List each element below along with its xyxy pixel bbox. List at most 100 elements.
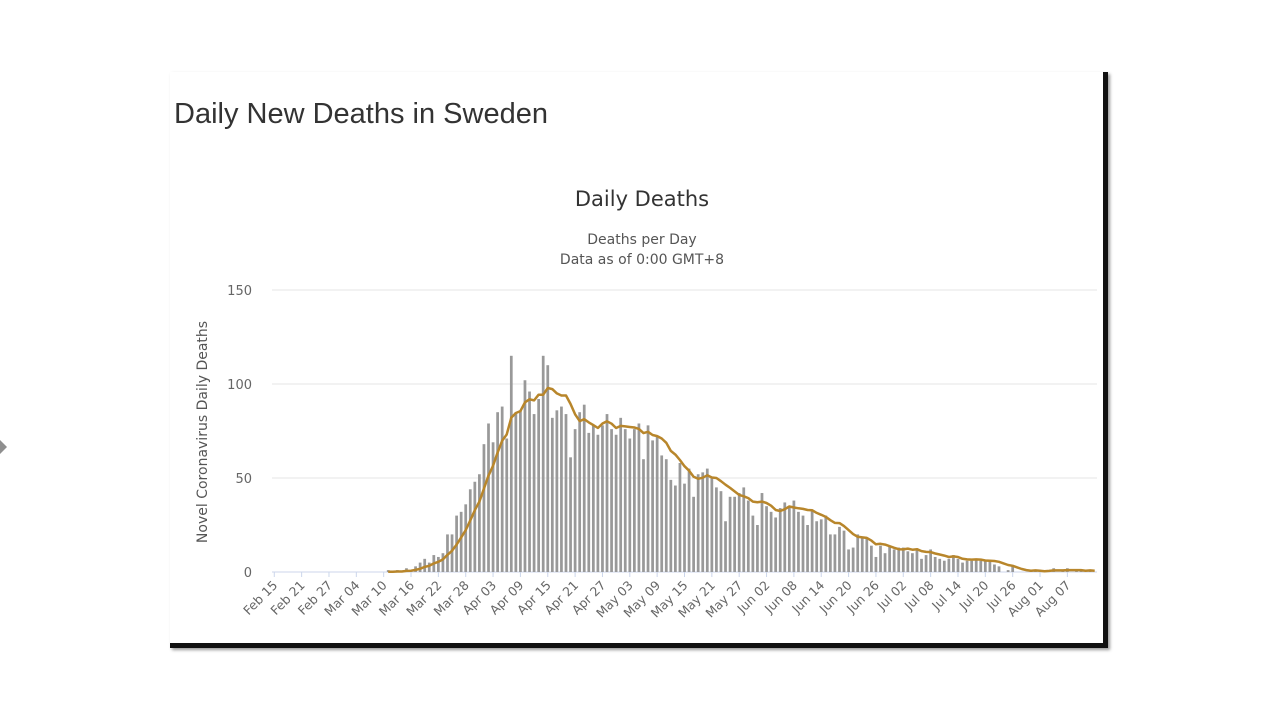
bar [778,508,782,572]
bar [514,412,518,572]
bar [505,438,509,572]
bar [601,425,604,572]
bar [942,560,946,572]
bar [760,493,764,572]
bar [519,410,522,572]
bar [678,462,682,572]
bar [892,549,896,572]
bar [546,365,550,572]
bar [933,556,937,572]
y-tick-label: 150 [227,284,252,299]
bar [797,511,800,572]
bar [979,560,983,572]
bar [733,496,737,572]
bar [482,444,486,572]
bar [870,545,873,572]
bar [792,500,796,572]
bar [692,496,695,572]
bar [437,556,440,572]
chart-title: Daily Deaths [575,187,709,211]
bar [427,562,431,572]
moving-average-line [388,386,1095,573]
bar [838,526,841,572]
bar [728,496,732,572]
bar [833,534,837,572]
bar [847,549,850,572]
bar [719,491,723,572]
x-tick-label: Jul 20 [955,577,991,613]
bar [478,474,481,572]
bar [669,479,673,572]
bar [655,436,659,572]
bar [528,391,531,572]
bar [646,425,650,572]
bar [642,459,645,572]
bar [537,399,541,572]
bar [929,549,932,572]
bar [587,432,591,572]
bar [523,380,527,572]
bar [810,509,814,572]
x-tick-label: Jul 02 [873,578,909,614]
bar [660,455,664,572]
bar [582,404,586,572]
bar [956,558,960,572]
bar [774,517,778,572]
bar [705,468,709,572]
bar [550,417,554,572]
bar [491,442,495,572]
bar [769,511,773,572]
chart-subtitle-2: Data as of 0:00 GMT+8 [560,252,724,268]
bar [888,545,891,572]
bar [473,481,477,572]
bar [674,485,677,572]
bar [610,429,613,572]
bar [819,519,823,572]
bar [911,553,914,572]
bar [614,434,618,572]
bar [464,504,468,572]
y-tick-label: 0 [244,566,252,581]
y-tick-label: 50 [235,472,252,487]
bar [450,534,454,572]
bar [441,553,445,572]
bar [974,558,978,572]
bar [591,425,595,572]
y-axis-label: Novel Coronavirus Daily Deaths [195,321,211,543]
bar [564,414,568,572]
bar [459,511,463,572]
page-title: Daily New Deaths in Sweden [174,98,548,130]
bar [970,560,974,572]
mouse-cursor-icon [0,440,7,454]
bar [696,474,700,572]
bar [765,506,768,572]
bar [1006,570,1010,572]
bar [715,487,718,572]
bar [532,414,536,572]
bar [569,457,572,572]
bar [756,525,759,572]
bar [961,562,964,572]
bar [637,423,641,572]
x-tick-label: Jul 14 [928,577,964,613]
bar [783,502,787,572]
bar [632,429,636,572]
bar [915,549,919,572]
bar [806,525,809,572]
bar [742,487,746,572]
bar [605,414,609,572]
bar [824,515,828,572]
bar [487,423,490,572]
bar [628,438,632,572]
bar [623,429,627,572]
bar [500,406,504,572]
bar [596,434,600,572]
bar [988,560,992,572]
bar [883,553,887,572]
bar [724,521,727,572]
bar [952,555,955,572]
bar [965,560,969,572]
bar [710,478,714,572]
bar [418,562,422,572]
